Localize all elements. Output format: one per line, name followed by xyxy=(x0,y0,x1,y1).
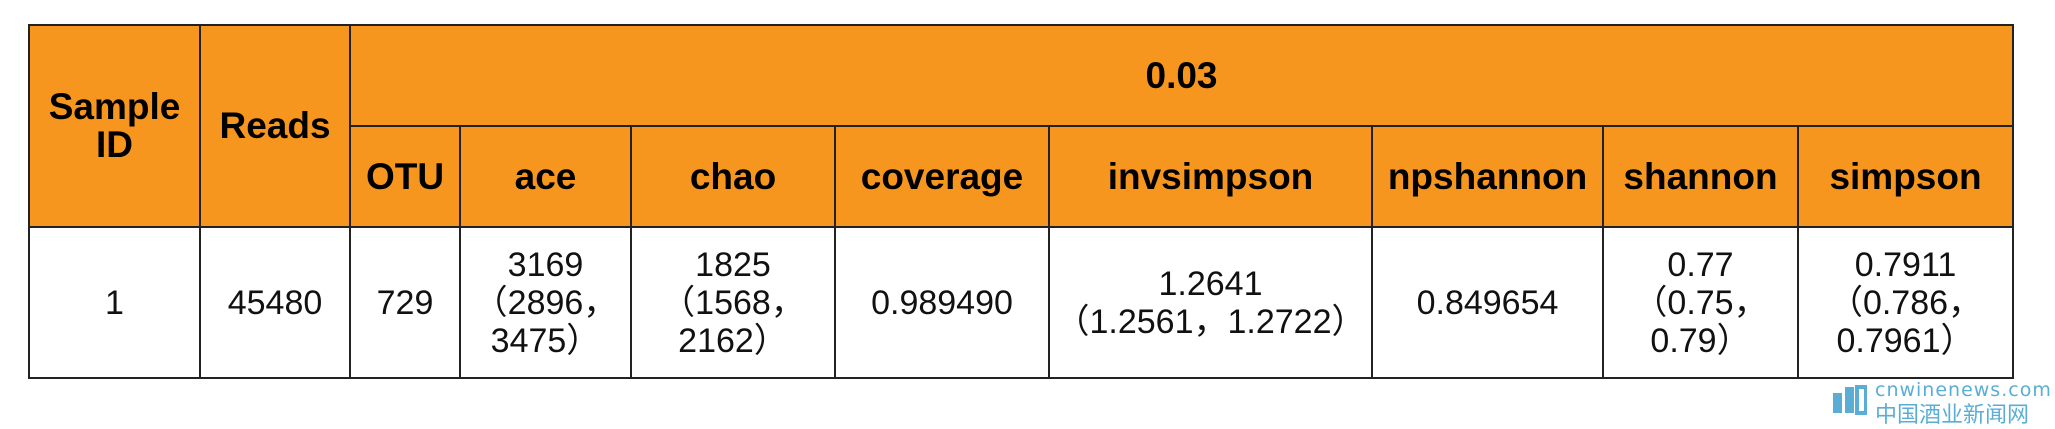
cell-reads: 45480 xyxy=(199,226,351,379)
cell-line: 3169 xyxy=(507,245,584,284)
cell-chao: 1825 （1568， 2162） xyxy=(630,226,836,379)
watermark-en: cnwinenews.com xyxy=(1875,379,2052,401)
header-chao: chao xyxy=(630,125,836,228)
cell-otu: 729 xyxy=(349,226,461,379)
cell-line: 2162） xyxy=(678,321,788,360)
cell-shannon: 0.77 （0.75， 0.79） xyxy=(1602,226,1799,379)
watermark-logo-icon xyxy=(1833,385,1867,415)
header-reads: Reads xyxy=(199,24,351,228)
header-npshannon: npshannon xyxy=(1371,125,1604,228)
cell-line: 0.77 xyxy=(1667,245,1734,284)
cell-line: （0.786， xyxy=(1828,283,1983,322)
cell-line: 729 xyxy=(376,283,434,322)
header-group-cutoff: 0.03 xyxy=(348,24,2015,127)
header-otu: OTU xyxy=(349,125,461,228)
cell-ace: 3169 （2896， 3475） xyxy=(459,226,632,379)
cell-line: （0.75， xyxy=(1633,283,1768,322)
alpha-diversity-table: Sample ID Reads 0.03 OTU ace chao coverage i… xyxy=(28,24,2015,379)
cell-line: 0.849654 xyxy=(1416,283,1559,322)
cell-line: （1.2561，1.2722） xyxy=(1055,302,1366,341)
header-sample-id: Sample ID xyxy=(28,24,201,228)
cell-sample-id: 1 xyxy=(28,226,201,379)
cell-line: 1825 xyxy=(695,245,771,284)
header-simpson: simpson xyxy=(1796,125,2015,228)
cell-npshannon: 0.849654 xyxy=(1371,226,1604,379)
cell-line: （2896， xyxy=(473,283,618,322)
cell-line: 0.79） xyxy=(1650,321,1751,360)
cell-line: （1568， xyxy=(661,283,805,322)
header-ace: ace xyxy=(459,125,632,228)
cell-line: 0.7961） xyxy=(1836,321,1975,360)
cell-line: 0.7911 xyxy=(1854,245,1957,284)
header-coverage: coverage xyxy=(834,125,1050,228)
cell-coverage: 0.989490 xyxy=(834,226,1050,379)
cell-line: 0.989490 xyxy=(871,283,1013,322)
cell-line: 3475） xyxy=(490,321,601,360)
header-invsimpson: invsimpson xyxy=(1048,125,1373,228)
cell-simpson: 0.7911 （0.786， 0.7961） xyxy=(1796,226,2015,379)
cell-invsimpson: 1.2641 （1.2561，1.2722） xyxy=(1048,226,1373,379)
cell-line: 1.2641 xyxy=(1158,264,1263,303)
header-shannon: shannon xyxy=(1602,125,1799,228)
watermark-cn: 中国酒业新闻网 xyxy=(1875,403,2030,428)
